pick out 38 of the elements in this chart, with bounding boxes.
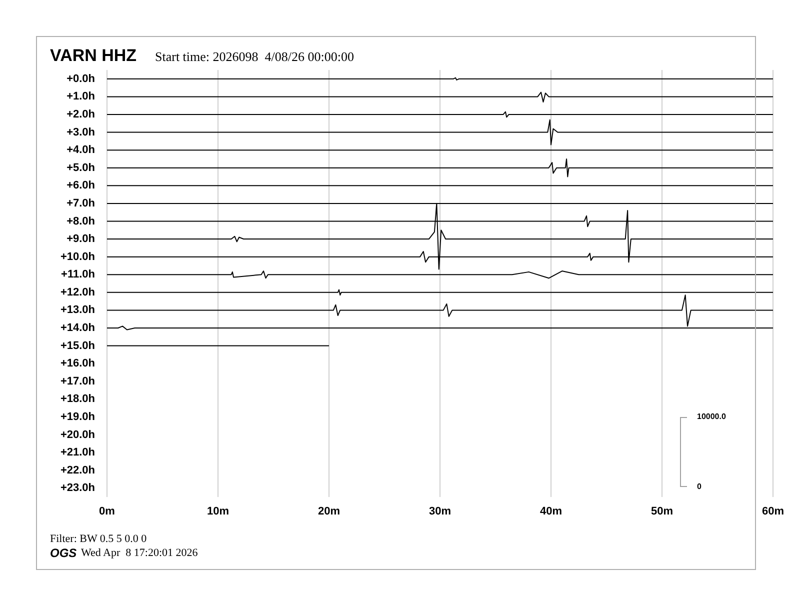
y-tick-label: +15.0h bbox=[60, 340, 96, 352]
chart-title: VARN HHZ bbox=[50, 46, 137, 66]
y-tick-label: +19.0h bbox=[60, 410, 96, 423]
text: Wed Apr 8 17:20:01 2026 bbox=[81, 547, 198, 559]
x-tick-label: 50m bbox=[650, 506, 674, 518]
annotation: 0 bbox=[697, 482, 702, 491]
text: Filter: BW 0.5 5 0.0 0 bbox=[50, 533, 147, 545]
y-tick-label: +22.0h bbox=[60, 464, 96, 476]
y-tick-label: +12.0h bbox=[60, 286, 96, 298]
y-tick-label: +10.0h bbox=[60, 250, 96, 263]
y-tick-label: +5.0h bbox=[66, 162, 96, 174]
y-tick-label: +20.0h bbox=[60, 428, 96, 441]
annotation: 10000.0 bbox=[697, 412, 726, 421]
y-tick-label: +4.0h bbox=[66, 144, 96, 156]
y-tick-label: +6.0h bbox=[66, 180, 96, 192]
y-tick-label: +21.0h bbox=[60, 446, 96, 459]
y-tick-label: +17.0h bbox=[60, 375, 96, 388]
x-tick-label: 60m bbox=[762, 506, 784, 518]
y-tick-label: +8.0h bbox=[66, 215, 96, 228]
y-tick-label: +23.0h bbox=[60, 482, 96, 494]
y-tick-label: +14.0h bbox=[60, 322, 96, 334]
chart-subtitle: Start time: 2026098 4/08/26 00:00:00 bbox=[155, 49, 354, 65]
y-tick-label: +16.0h bbox=[60, 358, 96, 370]
y-tick-label: +3.0h bbox=[66, 126, 96, 138]
x-tick-label: 40m bbox=[540, 506, 562, 518]
y-tick-label: +11.0h bbox=[61, 268, 96, 281]
y-tick-label: +13.0h bbox=[60, 304, 96, 316]
y-tick-label: +1.0h bbox=[66, 90, 96, 103]
y-tick-label: +7.0h bbox=[66, 197, 96, 210]
x-tick-label: 30m bbox=[428, 506, 452, 518]
x-tick-label: 20m bbox=[318, 506, 340, 518]
y-tick-label: +0.0h bbox=[66, 72, 96, 85]
text: OGS bbox=[50, 546, 77, 560]
y-tick-label: +18.0h bbox=[60, 393, 96, 406]
y-tick-label: +9.0h bbox=[66, 233, 96, 246]
y-tick-label: +2.0h bbox=[66, 108, 96, 121]
x-tick-label: 0m bbox=[99, 506, 116, 518]
x-tick-label: 10m bbox=[206, 506, 230, 518]
